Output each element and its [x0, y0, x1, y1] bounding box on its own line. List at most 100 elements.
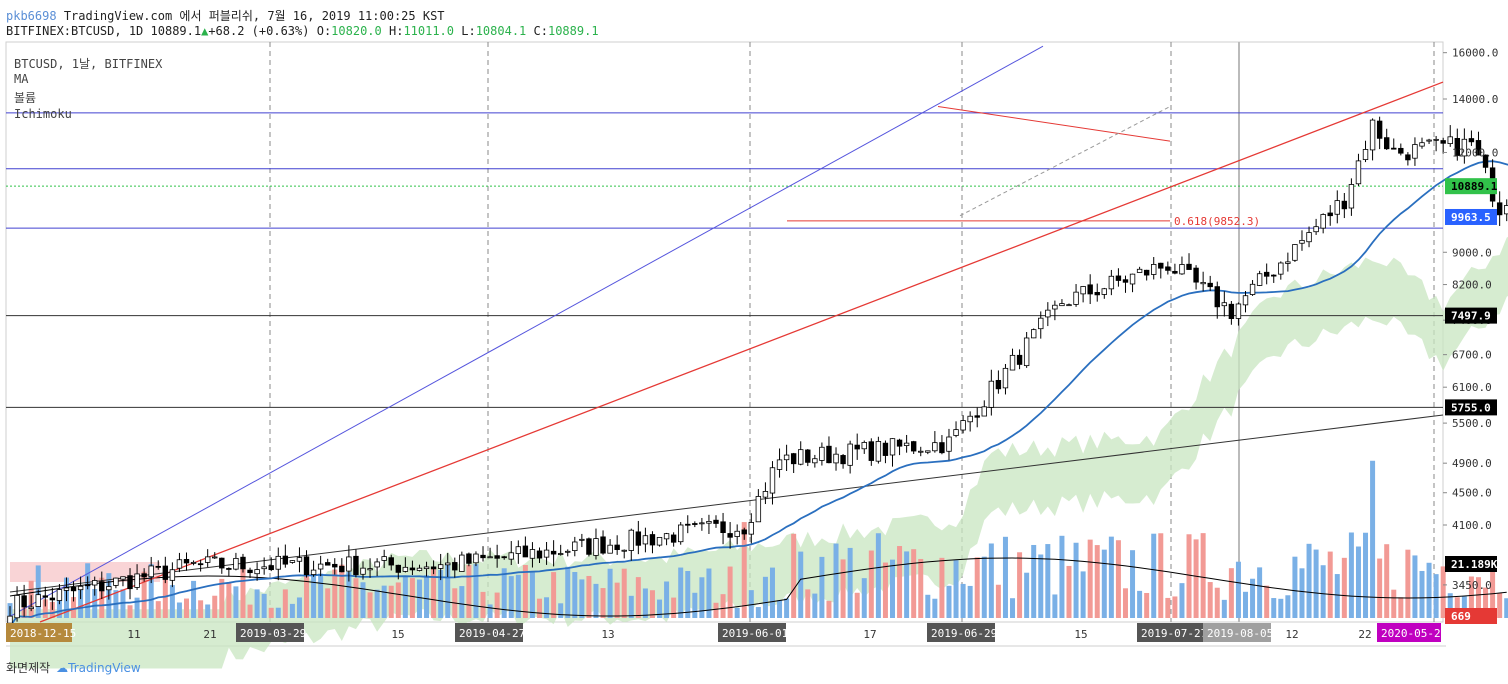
candle-body [247, 569, 253, 574]
volume-bar [71, 597, 77, 618]
candle-body [1038, 317, 1044, 330]
candle-body [416, 567, 423, 571]
volume-bar [1264, 585, 1270, 618]
tradingview-logo-icon[interactable]: ☁TradingView [56, 661, 141, 675]
volume-bar [205, 604, 211, 618]
candle-body [1496, 202, 1503, 216]
price-tick-label: 4100.0 [1452, 519, 1492, 532]
volume-bar [416, 579, 422, 618]
time-tick-label: 17 [863, 628, 876, 641]
candle-body [353, 555, 359, 576]
volume-bar [1214, 587, 1220, 618]
open-value: 10820.0 [331, 24, 382, 38]
volume-bar [1426, 562, 1432, 618]
volume-bar [409, 578, 415, 618]
candle-body [550, 550, 557, 555]
volume-bar [1002, 536, 1008, 618]
price-tick-label: 4900.0 [1452, 457, 1492, 470]
volume-bar [501, 568, 507, 618]
candle-body [1094, 291, 1100, 296]
time-tick-label: 13 [601, 628, 614, 641]
volume-bar [1334, 574, 1340, 618]
candle-body [614, 544, 620, 550]
volume-bar [247, 604, 253, 618]
legend-ma[interactable]: MA [14, 72, 29, 86]
candle-body [240, 556, 246, 570]
volume-bar [141, 571, 147, 618]
candle-body [981, 406, 987, 417]
candle-body [1327, 212, 1333, 217]
candle-body [332, 563, 338, 568]
volume-bar [1483, 587, 1489, 618]
fib-label: 0.618(9852.3) [1174, 215, 1260, 228]
candle-body [508, 552, 514, 560]
date-badge: 2019-03-29 [236, 623, 306, 642]
candle-body [21, 595, 27, 608]
date-badge-bg [718, 623, 786, 642]
volume-bar [1327, 551, 1333, 618]
author-name[interactable]: pkb6698 [6, 9, 57, 23]
candle-body [670, 534, 677, 543]
volume-bar [741, 522, 747, 618]
volume-bar [911, 549, 917, 618]
volume-bar [459, 586, 465, 618]
price-badge-bg [1445, 178, 1497, 195]
volume-bar [169, 585, 175, 618]
candle-body [120, 576, 126, 580]
volume-bar [593, 583, 599, 618]
candle-body [932, 442, 938, 452]
volume-bar [325, 588, 331, 618]
volume-bar [1504, 598, 1508, 618]
volume-bar [1221, 599, 1227, 618]
volume-bar [311, 573, 317, 618]
volume-bar [296, 597, 302, 618]
time-tick-label: 21 [203, 628, 216, 641]
legend-ichimoku[interactable]: Ichimoku [14, 107, 72, 121]
volume-bar [1320, 565, 1326, 618]
candle-body [720, 521, 726, 533]
candle-body [1313, 226, 1319, 233]
volume-bar [1207, 582, 1213, 618]
candle-body [1242, 295, 1249, 306]
candle-body [1376, 120, 1383, 139]
candle-body [226, 568, 232, 570]
volume-bar [494, 592, 500, 618]
candle-body [1384, 137, 1390, 150]
candle-body [1031, 329, 1037, 339]
volume-bar [473, 564, 479, 618]
candle-body [169, 569, 176, 581]
date-badge: 2020-05-21 [1377, 623, 1447, 642]
volume-bar [1186, 534, 1192, 618]
candle-body [56, 589, 63, 601]
candle-body [388, 557, 394, 566]
candle-body [515, 546, 522, 554]
date-badge-bg [6, 623, 72, 642]
legend-volume[interactable]: 볼륨 [14, 91, 37, 105]
candle-body [798, 449, 804, 465]
volume-bar [1243, 591, 1248, 618]
candle-body [1475, 140, 1482, 156]
volume-bar [953, 560, 959, 618]
legend-symbol[interactable]: BTCUSD, 1날, BITFINEX [14, 57, 163, 71]
candle-body [529, 549, 536, 559]
candle-body [1504, 205, 1508, 215]
candle-body [134, 573, 140, 588]
price-badge-text: 10889.1 [1451, 180, 1498, 193]
candle-body [1080, 286, 1086, 295]
volume-bar [515, 574, 521, 618]
volume-bar [1419, 570, 1425, 618]
candle-body [1482, 154, 1489, 168]
candle-body [840, 455, 846, 465]
candle-body [600, 536, 606, 554]
candle-body [678, 524, 684, 543]
volume-bar [819, 556, 825, 618]
candle-body [1271, 274, 1277, 277]
volume-bar [522, 565, 528, 618]
candle-body [967, 415, 973, 423]
candle-body [1419, 142, 1425, 147]
candle-body [1348, 184, 1355, 209]
candle-body [1073, 291, 1079, 305]
date-badge-text: 2018-12-15 [10, 627, 76, 640]
volume-bar [466, 564, 472, 618]
